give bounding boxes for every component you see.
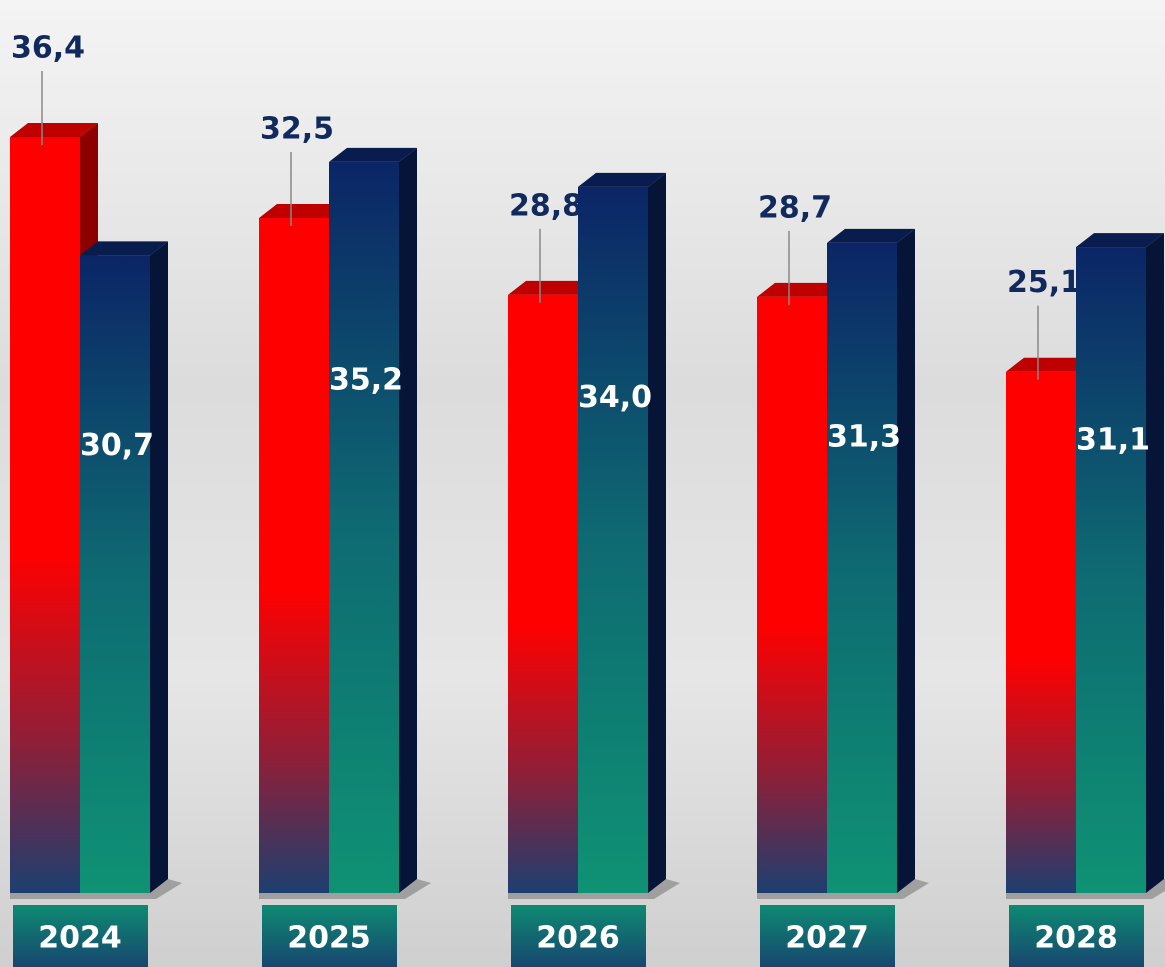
bar (329, 147, 417, 893)
bar-top (508, 280, 596, 295)
value-label: 25,1 (1007, 265, 1081, 300)
bar-top (10, 123, 98, 137)
bar-front (827, 242, 897, 893)
bar (80, 241, 168, 893)
x-tick-label: 2028 (1034, 921, 1118, 956)
bar-front (259, 218, 329, 893)
bar-front (578, 186, 648, 893)
x-tick-label: 2024 (38, 921, 122, 956)
bar-front (329, 161, 399, 893)
bar-front (508, 294, 578, 893)
bar-side (399, 147, 417, 893)
value-label: 30,7 (80, 428, 154, 463)
bar-side (1146, 233, 1164, 894)
bar-front (80, 255, 150, 893)
bar-top (329, 147, 417, 162)
value-label: 31,3 (827, 419, 901, 454)
bar-top (80, 241, 168, 256)
value-label: 28,7 (758, 190, 832, 225)
year-box (13, 905, 148, 967)
value-label: 35,2 (329, 363, 403, 398)
x-tick-label: 2027 (785, 921, 869, 956)
year-box (511, 905, 646, 967)
bar-side (150, 241, 168, 893)
bar-front (1076, 247, 1146, 894)
year-box (1009, 905, 1144, 967)
bar (1076, 233, 1164, 894)
value-label: 31,1 (1076, 422, 1150, 457)
bar-side (648, 172, 666, 893)
value-label: 32,5 (260, 112, 334, 147)
year-box (262, 905, 397, 967)
year-box (760, 905, 895, 967)
bar-front (1006, 371, 1076, 893)
bar-front (757, 296, 827, 893)
bar (827, 228, 915, 893)
bar-top (259, 204, 347, 218)
x-tick-label: 2026 (536, 921, 620, 956)
bar (578, 172, 666, 893)
bar-front (10, 137, 80, 893)
value-label: 28,8 (509, 188, 583, 223)
bar-top (827, 228, 915, 243)
x-tick-label: 2025 (287, 921, 371, 956)
bar-top (1076, 233, 1164, 248)
value-label: 34,0 (578, 380, 652, 415)
value-label: 36,4 (11, 31, 85, 66)
bar-side (897, 228, 915, 893)
bar-top (578, 172, 666, 187)
bar-top (1006, 357, 1094, 372)
bar-top (757, 282, 845, 297)
